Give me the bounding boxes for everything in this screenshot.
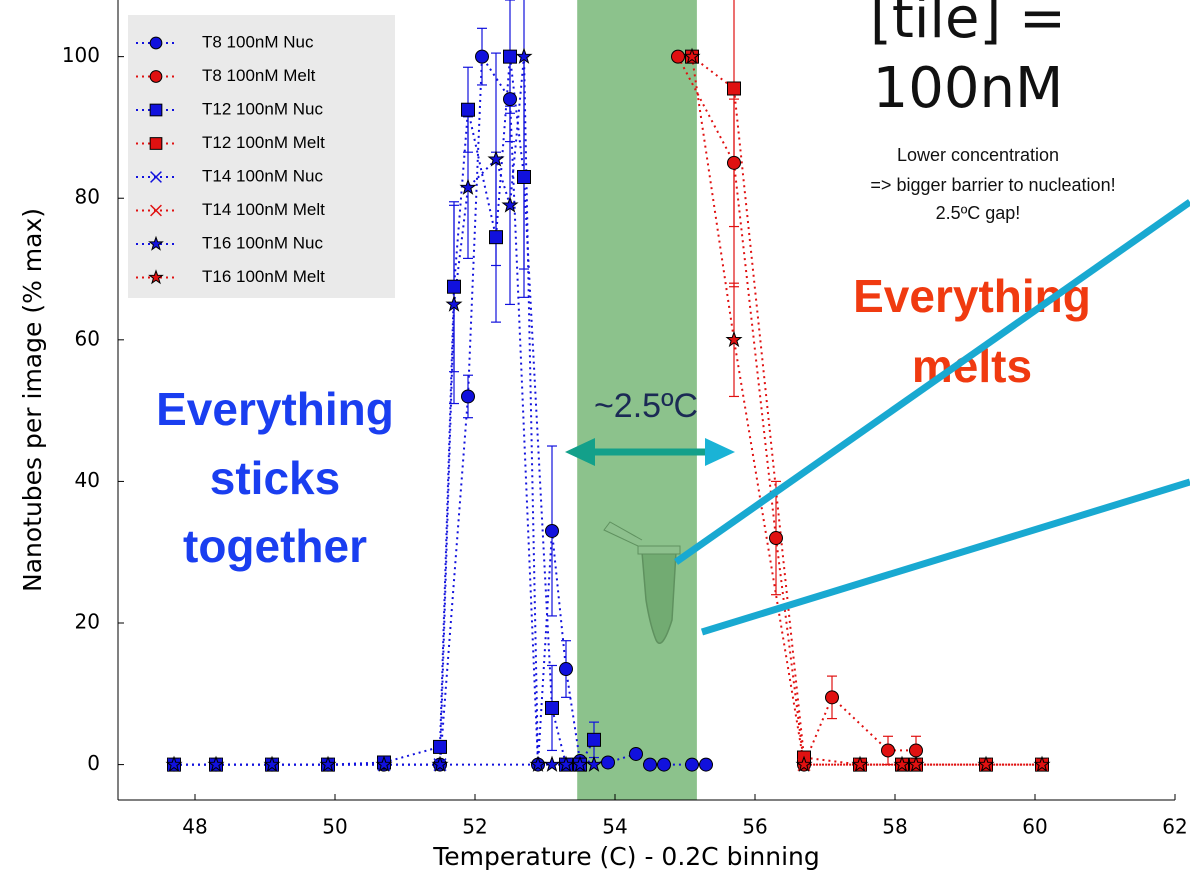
legend-label: T8 100nM Melt bbox=[202, 66, 316, 85]
chart: 0 20 40 60 80 100 48 50 52 54 56 58 60 62 Temperature … bbox=[0, 0, 1190, 882]
point bbox=[728, 156, 741, 169]
legend-label: T16 100nM Nuc bbox=[202, 233, 323, 252]
sticks-line: Everything bbox=[156, 383, 394, 435]
legend-label: T8 100nM Nuc bbox=[202, 32, 314, 51]
y-tick-label: 100 bbox=[62, 43, 100, 67]
x-axis-label: Temperature (C) - 0.2C binning bbox=[432, 842, 820, 871]
point bbox=[545, 757, 559, 771]
point bbox=[504, 93, 517, 106]
x-tick-label: 56 bbox=[742, 815, 767, 839]
y-axis-label: Nanotubes per image (% max) bbox=[18, 208, 47, 592]
x-tick-label: 62 bbox=[1162, 815, 1187, 839]
point bbox=[770, 532, 783, 545]
title-line: [tile] = bbox=[870, 0, 1066, 51]
y-tick-label: 60 bbox=[75, 326, 100, 350]
gap-label: ~2.5ºC bbox=[594, 387, 698, 425]
sticks-line: together bbox=[183, 520, 367, 572]
point bbox=[476, 50, 489, 63]
point bbox=[490, 231, 503, 244]
point bbox=[882, 744, 895, 757]
legend-label: T14 100nM Nuc bbox=[202, 166, 323, 185]
point bbox=[644, 758, 657, 771]
y-tick-label: 0 bbox=[87, 751, 100, 775]
legend-marker bbox=[150, 138, 162, 150]
point bbox=[630, 747, 643, 760]
error-bar bbox=[519, 0, 529, 269]
legend-box bbox=[128, 15, 395, 298]
point bbox=[434, 740, 447, 753]
note-line: 2.5ºC gap! bbox=[936, 203, 1021, 223]
point bbox=[518, 170, 531, 183]
point bbox=[462, 390, 475, 403]
x-tick-label: 52 bbox=[462, 815, 487, 839]
x-tick-label: 58 bbox=[882, 815, 907, 839]
point bbox=[700, 758, 713, 771]
y-tick-label: 20 bbox=[75, 610, 100, 634]
point bbox=[602, 756, 615, 769]
x-tick-label: 54 bbox=[602, 815, 627, 839]
legend-label: T16 100nM Melt bbox=[202, 267, 325, 286]
legend-label: T12 100nM Melt bbox=[202, 133, 325, 152]
note-line: => bigger barrier to nucleation! bbox=[870, 175, 1115, 195]
point bbox=[546, 701, 559, 714]
point bbox=[686, 758, 699, 771]
point bbox=[672, 50, 685, 63]
x-tick-label: 50 bbox=[322, 815, 347, 839]
legend-marker bbox=[150, 71, 162, 83]
legend-marker bbox=[150, 37, 162, 49]
error-bar bbox=[729, 0, 739, 287]
point bbox=[658, 758, 671, 771]
legend-marker bbox=[150, 104, 162, 116]
title-line: 100nM bbox=[873, 56, 1064, 121]
y-tick-label: 40 bbox=[75, 468, 100, 492]
y-tick-label: 80 bbox=[75, 185, 100, 209]
point bbox=[826, 691, 839, 704]
point bbox=[504, 50, 517, 63]
legend-label: T14 100nM Melt bbox=[202, 200, 325, 219]
point bbox=[462, 103, 475, 116]
point bbox=[728, 82, 741, 95]
point bbox=[448, 280, 461, 293]
sticks-line: sticks bbox=[210, 452, 340, 504]
legend-label: T12 100nM Nuc bbox=[202, 99, 323, 118]
point bbox=[910, 744, 923, 757]
series-line bbox=[678, 57, 916, 765]
note-line: Lower concentration bbox=[897, 145, 1059, 165]
point bbox=[546, 524, 559, 537]
x-tick-label: 48 bbox=[182, 815, 207, 839]
x-tick-label: 60 bbox=[1022, 815, 1047, 839]
point bbox=[588, 733, 601, 746]
point bbox=[560, 663, 573, 676]
pointer-line bbox=[702, 482, 1190, 632]
